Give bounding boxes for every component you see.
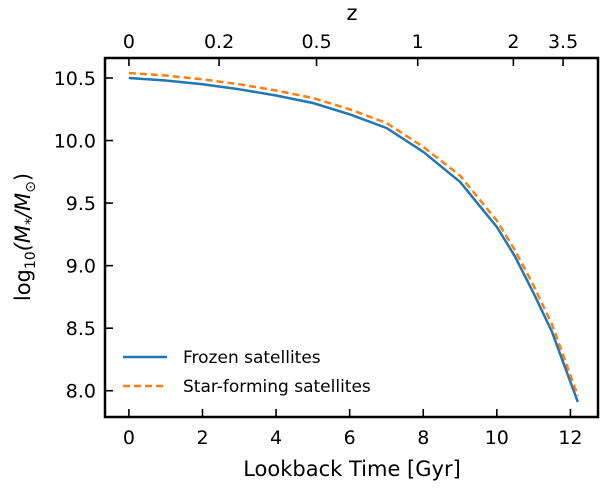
y-tick-label: 9.5 [66, 193, 96, 215]
x-tick-label: 10 [485, 427, 509, 449]
legend-label-star-forming: Star-forming satellites [183, 377, 371, 397]
x-tick-label: 12 [558, 427, 582, 449]
series-line-1 [128, 71, 579, 397]
legend: Frozen satellites Star-forming satellite… [123, 348, 371, 397]
ticks-layer: 0 2 4 6 8 10 128.08.59.09.510.010.50 0.2 0.5 1 2 3.… [54, 31, 583, 449]
x-tick-label: 6 [344, 427, 356, 449]
plot-frame [103, 56, 600, 419]
y-tick-label: 10.5 [54, 68, 96, 90]
y-tick-label: 10.0 [54, 131, 96, 153]
x-tick-label: 4 [270, 427, 282, 449]
legend-label-frozen: Frozen satellites [183, 348, 321, 368]
y-axis-title: log10(M*/M⊙) [11, 173, 39, 301]
plot-border [103, 56, 600, 419]
y-tick-label: 9.0 [66, 256, 96, 278]
y-tick-label: 8.0 [66, 381, 96, 403]
series-line-0 [128, 76, 579, 403]
top-tick-label: 0.5 [301, 31, 331, 53]
x-tick-label: 0 [123, 427, 135, 449]
top-tick-label: 1 [412, 31, 424, 53]
top-axis-title: z [346, 1, 357, 25]
top-tick-label: 0 [123, 31, 135, 53]
series-layer [128, 71, 579, 403]
x-tick-label: 2 [196, 427, 208, 449]
x-axis-title: Lookback Time [Gyr] [243, 457, 461, 481]
top-tick-label: 3.5 [548, 31, 578, 53]
y-tick-label: 8.5 [66, 318, 96, 340]
top-tick-label: 2 [507, 31, 519, 53]
top-tick-label: 0.2 [204, 31, 234, 53]
x-tick-label: 8 [417, 427, 429, 449]
